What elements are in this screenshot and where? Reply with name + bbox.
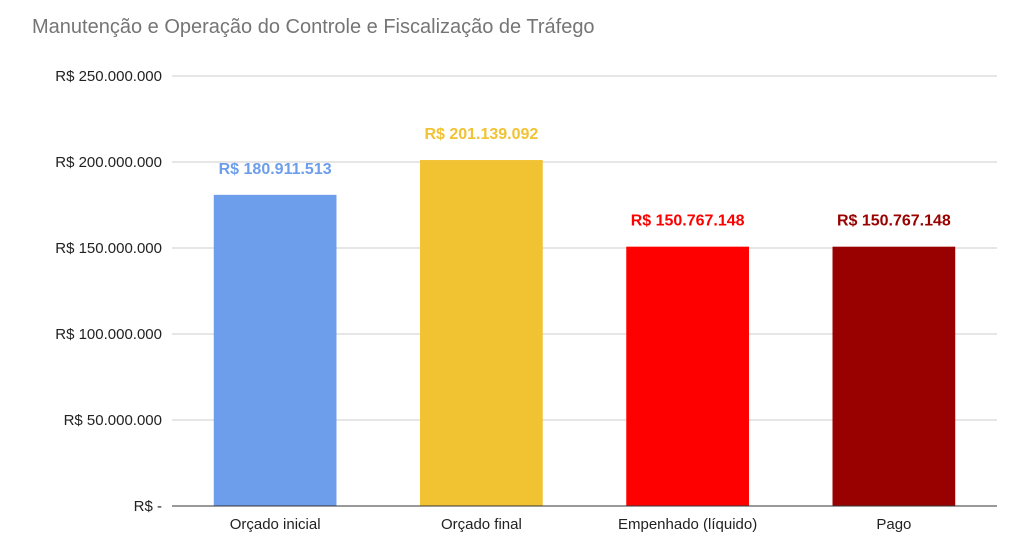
bar: [626, 246, 749, 506]
data-label: R$ 201.139.092: [424, 126, 538, 143]
y-axis-ticks: R$ - R$ 50.000.000 R$ 100.000.000 R$ 150.00…: [55, 68, 162, 515]
bar: [213, 194, 337, 506]
data-label: R$ 150.767.148: [631, 213, 745, 230]
x-category-label: Pago: [876, 516, 911, 533]
y-tick-label: R$ 100.000.000: [55, 326, 162, 343]
y-tick-label: R$ -: [134, 498, 162, 515]
y-tick-label: R$ 250.000.000: [55, 68, 162, 85]
y-tick-label: R$ 150.000.000: [55, 240, 162, 257]
x-category-label: Empenhado (líquido): [618, 516, 757, 533]
data-labels: R$ 180.911.513 R$ 201.139.092 R$ 150.767.1…: [219, 126, 951, 230]
bar: [420, 160, 543, 506]
data-label: R$ 150.767.148: [837, 213, 951, 230]
x-category-label: Orçado final: [441, 516, 522, 533]
y-tick-label: R$ 200.000.000: [55, 154, 162, 171]
x-axis-categories: Orçado inicial Orçado final Empenhado (líq…: [230, 516, 912, 533]
y-tick-label: R$ 50.000.000: [64, 412, 162, 429]
x-category-label: Orçado inicial: [230, 516, 321, 533]
data-label: R$ 180.911.513: [219, 161, 332, 178]
chart-title: Manutenção e Operação do Controle e Fisc…: [32, 16, 595, 38]
bars: [213, 160, 956, 506]
bar: [832, 246, 956, 506]
